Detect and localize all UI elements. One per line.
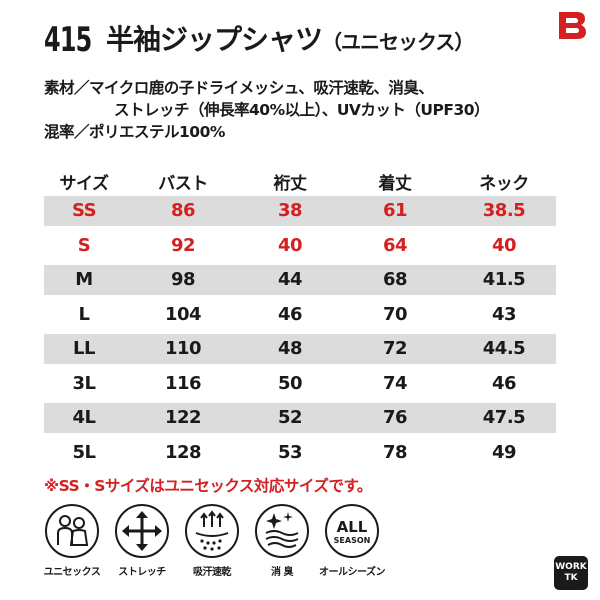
header-bust: バスト	[158, 173, 208, 194]
product-number: 415	[44, 20, 92, 60]
brand-logo-icon	[559, 12, 586, 39]
cell-size: 5L	[72, 441, 97, 463]
material-specs: 素材／マイクロ鹿の子ドライメッシュ、吸汗速乾、消臭、 ストレッチ（伸長率40%以…	[44, 77, 564, 143]
cell-bust: 110	[164, 338, 202, 360]
table-row: S 92 40 64 40	[44, 231, 556, 261]
spec-line-3: 混率／ポリエステル100%	[44, 123, 225, 141]
cell-bust: 128	[164, 441, 202, 463]
header-neck: ネック	[479, 173, 529, 194]
product-subtitle: （ユニセックス）	[322, 30, 474, 54]
cell-sleeve: 52	[277, 407, 303, 429]
size-table-header: サイズ バスト 裄丈 着丈 ネック	[44, 166, 556, 196]
cell-length: 61	[382, 200, 408, 222]
worktk-badge-line2: TK	[564, 573, 578, 583]
worktk-badge-line1: WORK	[555, 562, 587, 572]
cell-bust: 86	[170, 200, 196, 222]
cell-neck: 41.5	[482, 269, 526, 291]
cell-sleeve: 40	[277, 234, 303, 256]
cell-size: LL	[73, 338, 95, 360]
quick-dry-icon	[185, 504, 239, 558]
feature-deodorant: 消 臭	[248, 503, 316, 578]
size-table: サイズ バスト 裄丈 着丈 ネック SS 86 38 61 38.5 S 92 …	[44, 166, 556, 472]
cell-sleeve: 53	[277, 441, 303, 463]
all-season-icon: ALL SEASON	[325, 504, 379, 558]
cell-size: S	[77, 234, 91, 256]
feature-unisex: ユニセックス	[38, 503, 106, 578]
cell-sleeve: 46	[277, 303, 303, 325]
cell-neck: 46	[491, 372, 517, 394]
cell-length: 78	[382, 441, 408, 463]
cell-length: 70	[382, 303, 408, 325]
feature-icons: ユニセックス ストレッチ 吸汗速乾 消 臭	[38, 503, 548, 593]
cell-size: 4L	[72, 407, 97, 429]
all-season-badge-line2: SEASON	[334, 536, 371, 545]
cell-neck: 47.5	[482, 407, 526, 429]
cell-sleeve: 38	[277, 200, 303, 222]
cell-length: 76	[382, 407, 408, 429]
cell-length: 64	[382, 234, 408, 256]
cell-bust: 98	[170, 269, 196, 291]
table-row: 5L 128 53 78 49	[44, 438, 556, 468]
all-season-badge-line1: ALL	[337, 518, 368, 536]
product-name: 半袖ジップシャツ（ユニセックス）	[106, 18, 474, 64]
table-row: SS 86 38 61 38.5	[44, 196, 556, 226]
header-length: 着丈	[378, 173, 413, 194]
cell-size: SS	[71, 200, 97, 222]
feature-label-unisex: ユニセックス	[43, 567, 101, 578]
cell-bust: 122	[164, 407, 202, 429]
feature-label-stretch: ストレッチ	[118, 567, 166, 578]
table-row: L 104 46 70 43	[44, 300, 556, 330]
cell-neck: 38.5	[482, 200, 526, 222]
cell-neck: 40	[491, 234, 517, 256]
deodorant-icon	[255, 504, 309, 558]
feature-quick-dry: 吸汗速乾	[178, 503, 246, 578]
spec-line-1: 素材／マイクロ鹿の子ドライメッシュ、吸汗速乾、消臭、	[44, 79, 434, 97]
unisex-icon	[45, 504, 99, 558]
feature-all-season: ALL SEASON オールシーズン	[318, 503, 386, 578]
cell-bust: 92	[170, 234, 196, 256]
cell-sleeve: 48	[277, 338, 303, 360]
cell-neck: 43	[491, 303, 517, 325]
cell-length: 68	[382, 269, 408, 291]
cell-size: M	[75, 269, 93, 291]
table-row: 3L 116 50 74 46	[44, 369, 556, 399]
feature-label-quick-dry: 吸汗速乾	[193, 567, 232, 578]
cell-neck: 49	[491, 441, 517, 463]
cell-neck: 44.5	[482, 338, 526, 360]
size-note: ※SS・Sサイズはユニセックス対応サイズです。	[44, 477, 372, 495]
table-row: M 98 44 68 41.5	[44, 265, 556, 295]
feature-label-all-season: オールシーズン	[319, 567, 386, 578]
cell-bust: 116	[164, 372, 202, 394]
worktk-badge: WORK TK	[554, 556, 588, 590]
cell-sleeve: 50	[277, 372, 303, 394]
table-row: LL 110 48 72 44.5	[44, 334, 556, 364]
cell-size: 3L	[72, 372, 97, 394]
cell-length: 74	[382, 372, 408, 394]
product-name-main: 半袖ジップシャツ	[106, 23, 323, 56]
title-row: 415 半袖ジップシャツ（ユニセックス）	[44, 18, 584, 62]
cell-length: 72	[382, 338, 408, 360]
cell-sleeve: 44	[277, 269, 303, 291]
feature-label-deodorant: 消 臭	[271, 567, 293, 578]
spec-line-2: ストレッチ（伸長率40%以上）、UVカット（UPF30）	[114, 101, 490, 119]
cell-size: L	[78, 303, 90, 325]
table-row: 4L 122 52 76 47.5	[44, 403, 556, 433]
header-size: サイズ	[59, 173, 110, 194]
cell-bust: 104	[164, 303, 202, 325]
header-sleeve: 裄丈	[273, 173, 308, 194]
stretch-icon	[115, 504, 169, 558]
feature-stretch: ストレッチ	[108, 503, 176, 578]
